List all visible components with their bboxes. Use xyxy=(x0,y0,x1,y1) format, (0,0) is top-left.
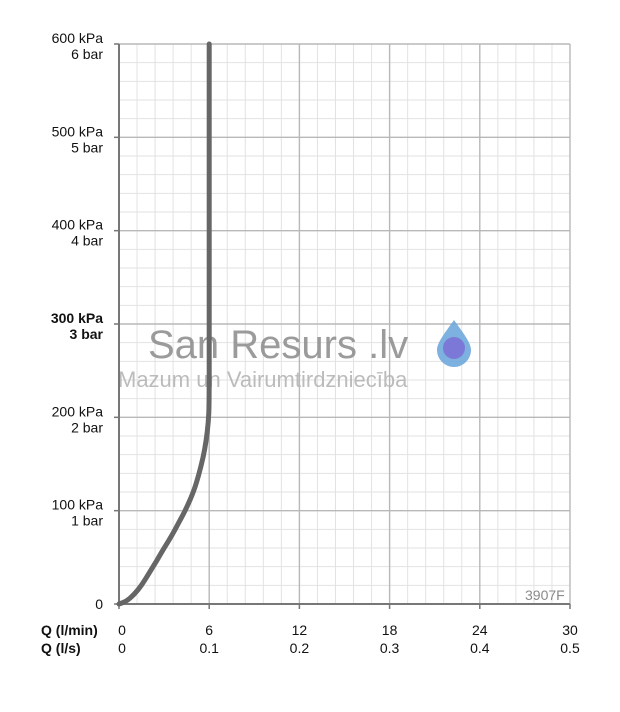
x-tick-label-ls: 0.3 xyxy=(380,640,400,656)
watermark-title: San Resurs .lv xyxy=(148,323,408,367)
x-tick-label-ls: 0.4 xyxy=(470,640,490,656)
watermark: San Resurs .lv Mazum un Vairumtirdzniecī… xyxy=(118,320,471,392)
y-tick-label-kpa: 300 kPa xyxy=(51,310,103,326)
x-axis-title-primary: Q (l/min) xyxy=(41,622,98,638)
y-tick-label-bar: 4 bar xyxy=(71,233,103,249)
pressure-flow-curve xyxy=(116,41,212,607)
y-tick-label-kpa: 0 xyxy=(95,596,103,612)
y-tick-label-kpa: 200 kPa xyxy=(52,403,104,419)
x-tick-label-ls: 0.2 xyxy=(290,640,310,656)
model-label: 3907F xyxy=(525,587,565,603)
x-tick-label-lmin: 30 xyxy=(562,622,578,638)
x-tick-label-lmin: 18 xyxy=(382,622,398,638)
x-tick-label-ls: 0.1 xyxy=(199,640,219,656)
watermark-subtitle: Mazum un Vairumtirdzniecība xyxy=(118,367,408,392)
y-tick-label-bar: 5 bar xyxy=(71,139,103,155)
y-tick-label-bar: 6 bar xyxy=(71,46,103,62)
x-tick-label-lmin: 24 xyxy=(472,622,488,638)
y-tick-label-kpa: 500 kPa xyxy=(52,123,104,139)
x-tick-label-ls: 0 xyxy=(118,640,126,656)
water-drop-icon xyxy=(437,320,471,367)
x-axis-labels: 0 0 6 0.1 12 0.2 18 0.3 24 0.4 30 0.5 xyxy=(118,622,580,656)
x-tick-label-ls: 0.5 xyxy=(560,640,580,656)
y-tick-label-kpa: 400 kPa xyxy=(52,217,104,233)
series-layer xyxy=(116,41,212,607)
x-tick-label-lmin: 0 xyxy=(118,622,126,638)
x-tick-label-lmin: 6 xyxy=(205,622,213,638)
y-tick-label-kpa: 100 kPa xyxy=(52,497,104,513)
y-tick-label-bar: 2 bar xyxy=(71,419,103,435)
axes xyxy=(114,43,571,609)
y-tick-label-bar: 1 bar xyxy=(71,513,103,529)
y-tick-label-bar: 3 bar xyxy=(70,326,104,342)
y-tick-label-kpa: 600 kPa xyxy=(52,30,104,46)
x-axis-title-secondary: Q (l/s) xyxy=(41,640,81,656)
x-tick-label-lmin: 12 xyxy=(292,622,308,638)
